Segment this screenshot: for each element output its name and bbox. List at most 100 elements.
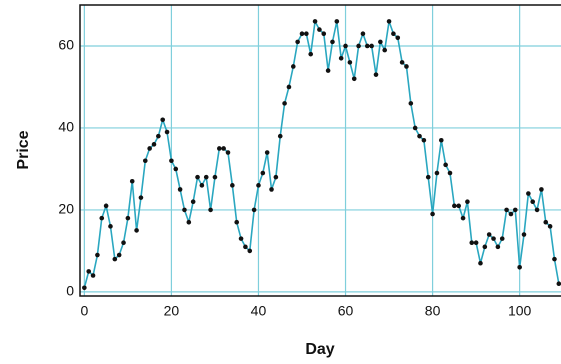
marker bbox=[138, 195, 144, 200]
marker bbox=[430, 211, 435, 217]
marker bbox=[234, 219, 240, 225]
x-axis-label: Day bbox=[305, 341, 334, 358]
marker bbox=[108, 224, 113, 229]
marker bbox=[543, 219, 549, 225]
marker bbox=[90, 273, 96, 278]
marker bbox=[321, 31, 327, 36]
marker bbox=[399, 60, 405, 65]
marker bbox=[547, 224, 553, 229]
marker bbox=[203, 174, 209, 180]
marker bbox=[212, 174, 218, 180]
marker bbox=[121, 240, 126, 246]
marker bbox=[325, 68, 331, 73]
marker bbox=[526, 191, 531, 196]
marker bbox=[264, 150, 270, 155]
marker bbox=[386, 19, 392, 24]
marker bbox=[443, 162, 448, 168]
marker bbox=[299, 31, 305, 36]
marker bbox=[499, 236, 505, 241]
marker bbox=[556, 281, 561, 287]
marker bbox=[347, 60, 353, 65]
x-tick-label: 100 bbox=[508, 303, 532, 319]
marker bbox=[534, 207, 540, 213]
marker bbox=[99, 215, 105, 221]
marker bbox=[304, 31, 309, 36]
marker bbox=[290, 64, 296, 69]
marker bbox=[243, 244, 248, 250]
y-tick-label: 20 bbox=[58, 201, 74, 217]
marker bbox=[308, 51, 314, 57]
marker bbox=[495, 244, 501, 250]
marker bbox=[369, 43, 374, 49]
marker bbox=[247, 248, 253, 254]
x-tick-label: 80 bbox=[425, 303, 441, 319]
marker bbox=[395, 35, 401, 41]
marker bbox=[199, 183, 205, 188]
marker bbox=[478, 260, 483, 266]
marker bbox=[508, 211, 514, 217]
marker bbox=[343, 43, 348, 49]
y-tick-label: 60 bbox=[58, 37, 74, 53]
marker bbox=[412, 125, 418, 131]
x-tick-label: 0 bbox=[80, 303, 88, 319]
marker bbox=[295, 39, 300, 45]
marker bbox=[216, 146, 222, 151]
marker bbox=[177, 187, 183, 192]
marker bbox=[186, 219, 192, 225]
marker bbox=[460, 215, 466, 221]
marker bbox=[277, 133, 283, 139]
marker bbox=[425, 174, 431, 180]
marker bbox=[173, 166, 179, 172]
marker bbox=[86, 269, 92, 274]
x-tick-label: 60 bbox=[338, 303, 354, 319]
marker bbox=[95, 252, 100, 258]
marker bbox=[521, 232, 527, 237]
marker bbox=[182, 207, 187, 213]
marker bbox=[286, 84, 292, 90]
marker bbox=[260, 170, 266, 176]
marker bbox=[238, 236, 244, 241]
marker bbox=[404, 64, 409, 69]
marker bbox=[373, 72, 379, 77]
marker bbox=[225, 150, 231, 155]
marker bbox=[360, 31, 366, 36]
line bbox=[83, 18, 560, 289]
marker bbox=[164, 129, 170, 135]
marker bbox=[103, 203, 109, 209]
marker bbox=[517, 265, 522, 270]
marker bbox=[482, 244, 488, 250]
marker bbox=[417, 133, 422, 139]
y-tick-label: 0 bbox=[66, 283, 74, 299]
marker bbox=[330, 39, 335, 45]
marker bbox=[491, 236, 496, 241]
marker bbox=[421, 137, 427, 143]
marker bbox=[317, 27, 322, 32]
marker bbox=[378, 39, 383, 45]
marker bbox=[156, 133, 161, 139]
marker bbox=[251, 207, 257, 213]
marker bbox=[338, 55, 344, 61]
marker bbox=[208, 207, 213, 213]
marker bbox=[312, 19, 318, 24]
marker bbox=[116, 252, 122, 258]
marker bbox=[351, 76, 357, 82]
marker bbox=[434, 170, 440, 176]
marker bbox=[195, 174, 200, 180]
marker bbox=[438, 137, 444, 143]
marker bbox=[256, 183, 261, 188]
marker bbox=[125, 215, 131, 221]
marker bbox=[190, 199, 196, 205]
y-tick-label: 40 bbox=[58, 119, 74, 135]
marker bbox=[456, 203, 462, 209]
marker bbox=[469, 240, 475, 246]
marker bbox=[473, 240, 479, 246]
marker bbox=[112, 256, 118, 262]
marker bbox=[364, 43, 370, 49]
marker bbox=[269, 187, 274, 192]
marker bbox=[82, 285, 87, 291]
marker bbox=[134, 228, 139, 233]
marker bbox=[391, 31, 396, 36]
marker bbox=[169, 158, 174, 164]
x-tick-label: 40 bbox=[251, 303, 267, 319]
